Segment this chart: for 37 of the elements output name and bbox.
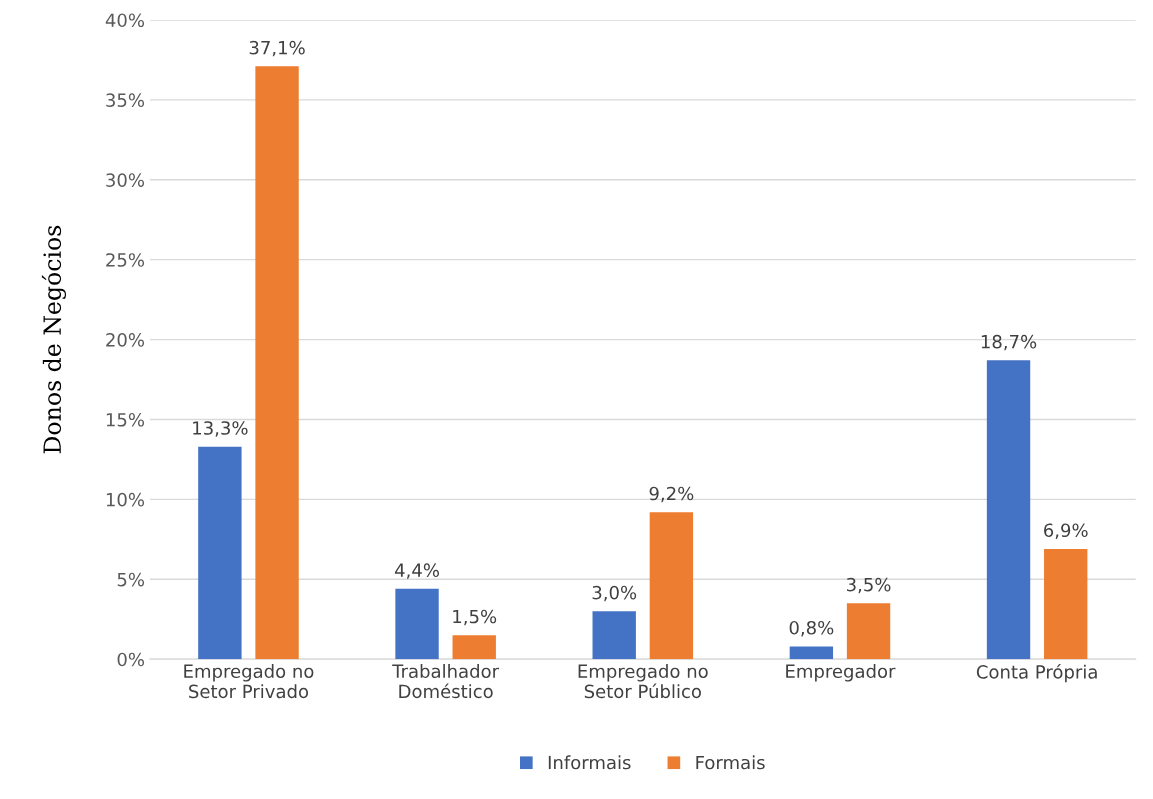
y-tick-label: 30% xyxy=(106,173,145,187)
x-tick-label: Empregado no Setor Público xyxy=(578,664,708,699)
bar xyxy=(255,66,299,660)
y-tick-label: 0% xyxy=(117,652,145,667)
data-label: 4,4% xyxy=(394,563,439,579)
x-tick-label: Empregador xyxy=(786,664,896,682)
bar xyxy=(452,635,496,660)
data-label: 9,2% xyxy=(649,486,694,503)
y-tick-label: 15% xyxy=(106,412,145,427)
bar xyxy=(1044,548,1088,660)
data-label: 0,8% xyxy=(789,620,834,637)
bar xyxy=(649,512,694,660)
data-label: 37,1% xyxy=(249,40,305,57)
bar xyxy=(198,446,242,660)
bar xyxy=(789,646,834,660)
x-tick-label: Empregado no Setor Privado xyxy=(184,664,314,699)
y-tick-label: 20% xyxy=(106,333,145,347)
x-tick-label: Trabalhador Doméstico xyxy=(392,664,500,699)
legend-label: Formais xyxy=(696,755,765,770)
data-label: 6,9% xyxy=(1044,523,1088,539)
data-label: 18,7% xyxy=(981,334,1037,351)
y-tick-label: 40% xyxy=(105,13,145,28)
y-tick-label: 5% xyxy=(117,572,145,587)
data-label: 3,0% xyxy=(592,585,637,602)
y-tick-label: 25% xyxy=(106,253,145,267)
data-label: 3,5% xyxy=(846,577,891,594)
x-tick-label: Conta Própria xyxy=(976,664,1097,683)
bar xyxy=(986,360,1031,660)
y-axis-title: Donos de Negócios xyxy=(41,225,67,454)
data-label: 1,5% xyxy=(453,609,497,626)
data-label: 13,3% xyxy=(193,421,248,437)
bar xyxy=(846,603,891,660)
bar xyxy=(395,588,439,660)
legend-label: Informais xyxy=(548,755,631,770)
y-tick-label: 35% xyxy=(106,93,145,107)
y-tick-label: 10% xyxy=(106,492,145,507)
bar xyxy=(592,611,636,660)
